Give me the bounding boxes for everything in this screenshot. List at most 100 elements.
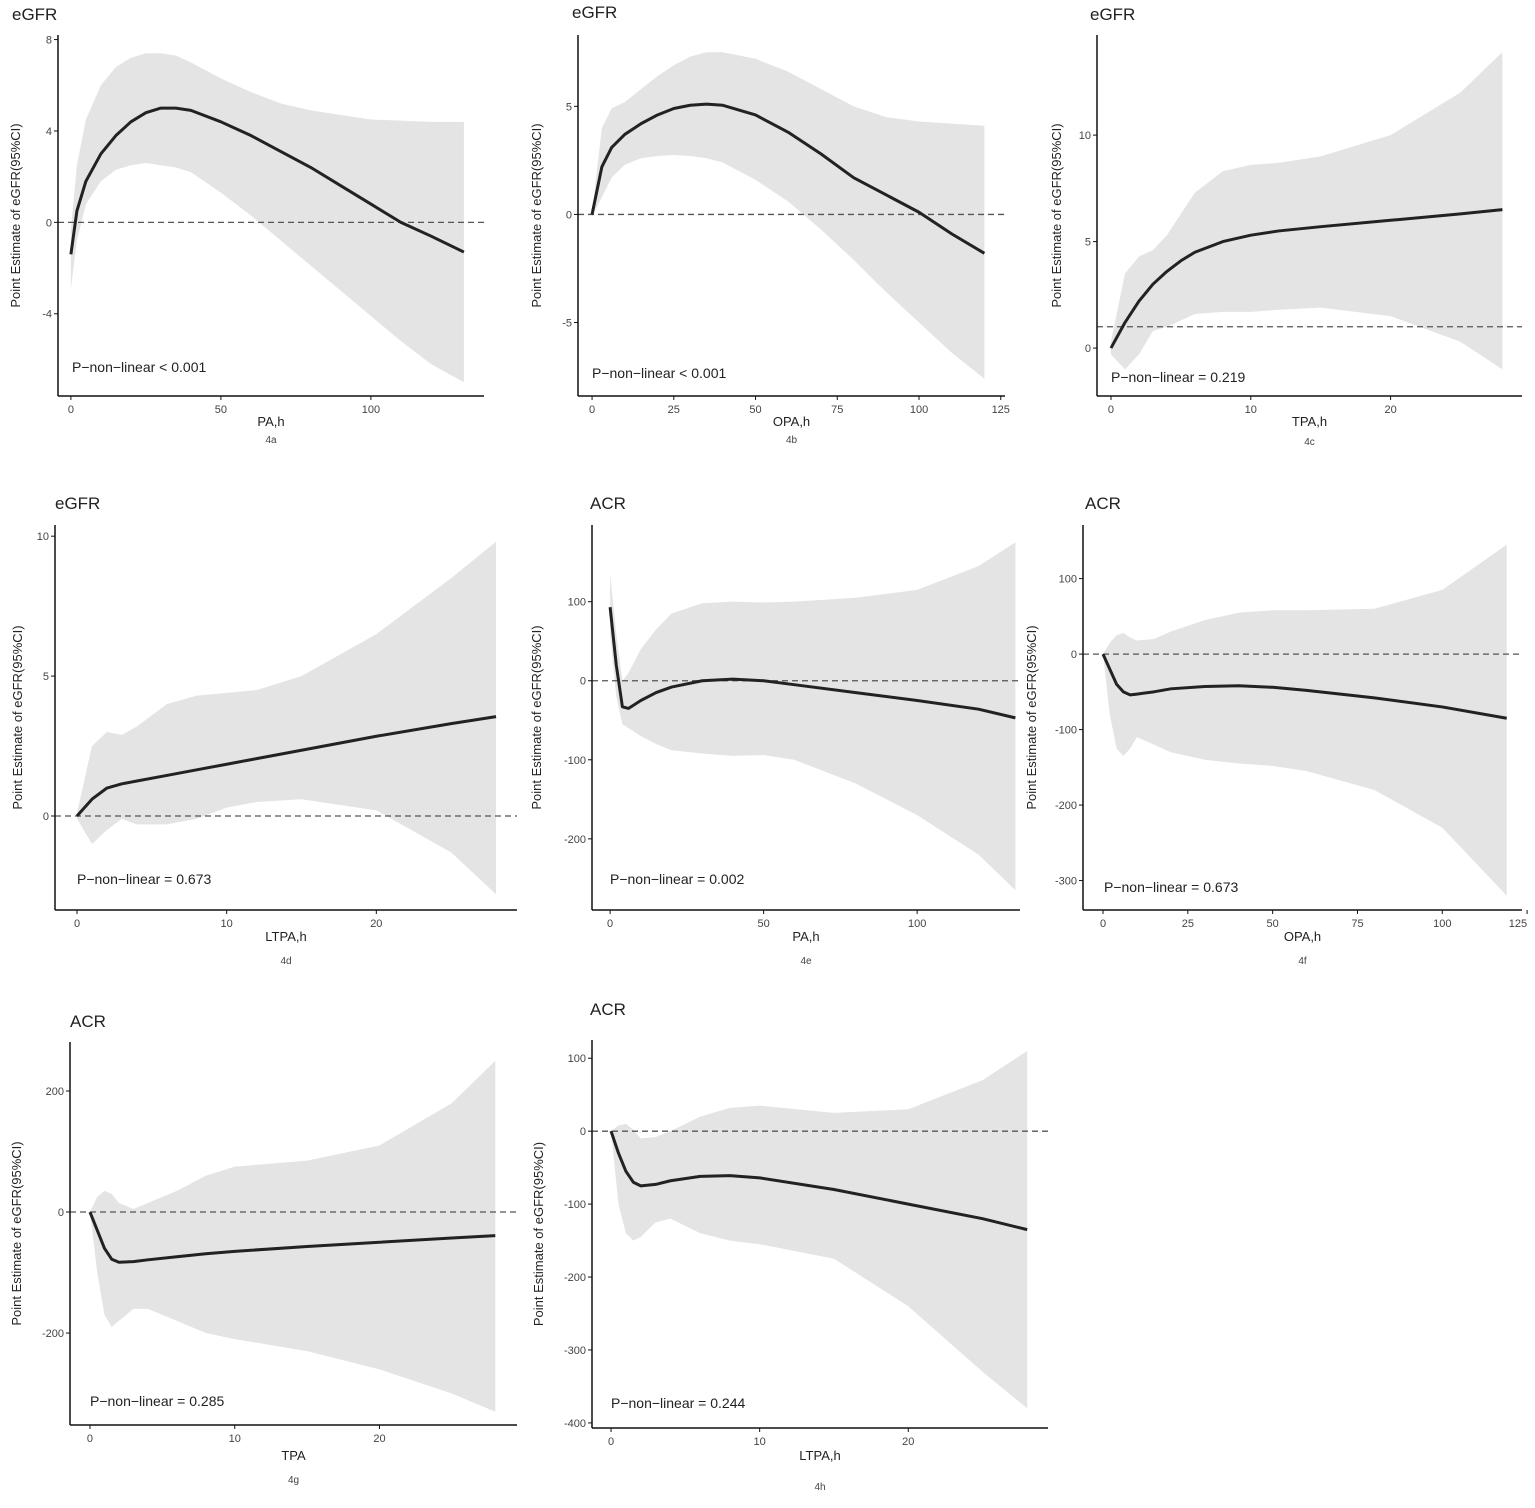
x-tick-label: 0 xyxy=(74,918,80,930)
x-tick-label: 0 xyxy=(1100,918,1106,930)
y-tick-label: -200 xyxy=(564,834,586,846)
x-tick-label: 100 xyxy=(910,404,928,416)
y-axis-label: Point Estimate of eGFR(95%CI) xyxy=(531,1142,546,1326)
annotation: P−non−linear = 0.219 xyxy=(1111,369,1245,385)
y-tick-label: -300 xyxy=(1055,876,1077,888)
y-tick-label: 0 xyxy=(43,811,49,823)
estimate-line xyxy=(608,607,1016,720)
x-tick-label: 50 xyxy=(1267,918,1279,930)
x-axis-label: OPA,h xyxy=(1284,929,1321,944)
annotation: P−non−linear < 0.001 xyxy=(592,365,726,381)
x-tick-label: 0 xyxy=(589,404,595,416)
y-tick-label: 0 xyxy=(58,1207,64,1219)
ci-band xyxy=(89,1060,496,1412)
y-tick-label: -5 xyxy=(562,318,572,330)
x-tick-label: 0 xyxy=(608,1436,614,1448)
y-tick-label: 100 xyxy=(568,1053,586,1065)
x-tick-label: 20 xyxy=(370,918,382,930)
ci-band xyxy=(1110,52,1503,370)
x-tick-label: 25 xyxy=(1182,918,1194,930)
estimate-line xyxy=(609,1130,1028,1232)
y-tick-label: 10 xyxy=(1079,130,1091,142)
y-tick-label: 10 xyxy=(37,531,49,543)
y-tick-label: 0 xyxy=(580,676,586,688)
estimate-line xyxy=(88,1211,496,1264)
y-tick-label: 5 xyxy=(1085,237,1091,249)
panel-label: 4a xyxy=(265,435,277,446)
x-tick-label: 50 xyxy=(758,918,770,930)
x-tick-label: 0 xyxy=(607,918,613,930)
y-tick-label: -300 xyxy=(564,1345,586,1357)
panel-title: ACR xyxy=(1085,494,1121,513)
y-tick-label: -400 xyxy=(564,1418,586,1430)
panel-label: 4b xyxy=(786,435,798,446)
estimate-line xyxy=(1109,208,1503,349)
y-tick-label: 100 xyxy=(1059,574,1077,586)
y-axis-label: Point Estimate of eGFR(95%CI) xyxy=(529,625,544,809)
y-tick-label: -200 xyxy=(564,1272,586,1284)
y-axis-label: Point Estimate of eGFR(95%CI) xyxy=(1049,123,1064,307)
x-tick-label: 10 xyxy=(754,1436,766,1448)
y-tick-label: -100 xyxy=(564,755,586,767)
estimate-line xyxy=(590,102,986,255)
panel: -4 0 4 8 0 50 100 eGFR Point Estimate of eGFR(95… xyxy=(8,5,484,446)
panel: -200 -100 0 100 0 50 100 ACR Point Estimate of e… xyxy=(529,494,1020,967)
panel: -200 0 200 0 10 20 ACR Point Estimate of eGFR(9… xyxy=(9,1012,517,1486)
x-axis-label: LTPA,h xyxy=(799,1448,840,1463)
ci-band xyxy=(611,1050,1028,1409)
panel-label: 4f xyxy=(1298,956,1307,967)
annotation: P−non−linear = 0.673 xyxy=(77,871,211,887)
y-tick-label: 100 xyxy=(568,597,586,609)
annotation: P−non−linear = 0.285 xyxy=(90,1393,224,1409)
panel-title: eGFR xyxy=(1090,5,1135,24)
y-tick-label: 200 xyxy=(46,1086,64,1098)
y-tick-label: -200 xyxy=(42,1328,64,1340)
x-axis-label: PA,h xyxy=(257,414,284,429)
ci-band xyxy=(77,541,497,895)
panel-title: ACR xyxy=(590,1000,626,1019)
panel: -400 -300 -200 -100 0 100 0 10 20 ACR Point Estima… xyxy=(531,1000,1048,1493)
y-tick-label: 0 xyxy=(1085,343,1091,355)
y-tick-label: 0 xyxy=(580,1126,586,1138)
panel-title: eGFR xyxy=(12,5,57,24)
panel-title: eGFR xyxy=(572,3,617,22)
panel-label: 4e xyxy=(800,956,812,967)
y-tick-label: 0 xyxy=(566,209,572,221)
x-tick-label: 0 xyxy=(68,404,74,416)
x-tick-label: 100 xyxy=(1433,918,1451,930)
estimate-line xyxy=(69,106,465,255)
y-tick-label: 0 xyxy=(1071,649,1077,661)
y-axis-label: Point Estimate of eGFR(95%CI) xyxy=(8,123,23,307)
annotation: P−non−linear = 0.244 xyxy=(611,1395,745,1411)
annotation: P−non−linear < 0.001 xyxy=(72,359,206,375)
x-axis-label: PA,h xyxy=(792,929,819,944)
panel-label: 4g xyxy=(288,1475,299,1486)
x-tick-label: 75 xyxy=(1351,918,1363,930)
x-tick-label: 50 xyxy=(749,404,761,416)
y-axis-label: Point Estimate of eGFR(95%CI) xyxy=(10,625,25,809)
annotation: P−non−linear = 0.002 xyxy=(610,871,744,887)
y-tick-label: -100 xyxy=(1055,725,1077,737)
ci-band xyxy=(592,52,985,379)
x-tick-label: 25 xyxy=(668,404,680,416)
x-tick-label: 10 xyxy=(221,918,233,930)
x-tick-label: 0 xyxy=(1108,404,1114,416)
panel-label: 4h xyxy=(814,1482,825,1493)
x-tick-label: 0 xyxy=(87,1433,93,1445)
x-tick-label: 100 xyxy=(908,918,926,930)
y-tick-label: 5 xyxy=(566,101,572,113)
x-tick-label: 100 xyxy=(362,404,380,416)
estimate-line xyxy=(75,715,497,817)
y-axis-label: Point Estimate of eGFR(95%CI) xyxy=(529,123,544,307)
x-tick-label: 20 xyxy=(902,1436,914,1448)
ci-band xyxy=(70,53,464,383)
y-tick-label: 4 xyxy=(46,126,52,138)
panel-title: ACR xyxy=(70,1012,106,1031)
x-axis-label: TPA,h xyxy=(1292,414,1327,429)
annotation: P−non−linear = 0.673 xyxy=(1104,879,1238,895)
x-tick-label: 20 xyxy=(1384,404,1396,416)
x-tick-label: 10 xyxy=(229,1433,241,1445)
panel-title: ACR xyxy=(590,494,626,513)
x-axis-label: TPA xyxy=(281,1448,306,1463)
